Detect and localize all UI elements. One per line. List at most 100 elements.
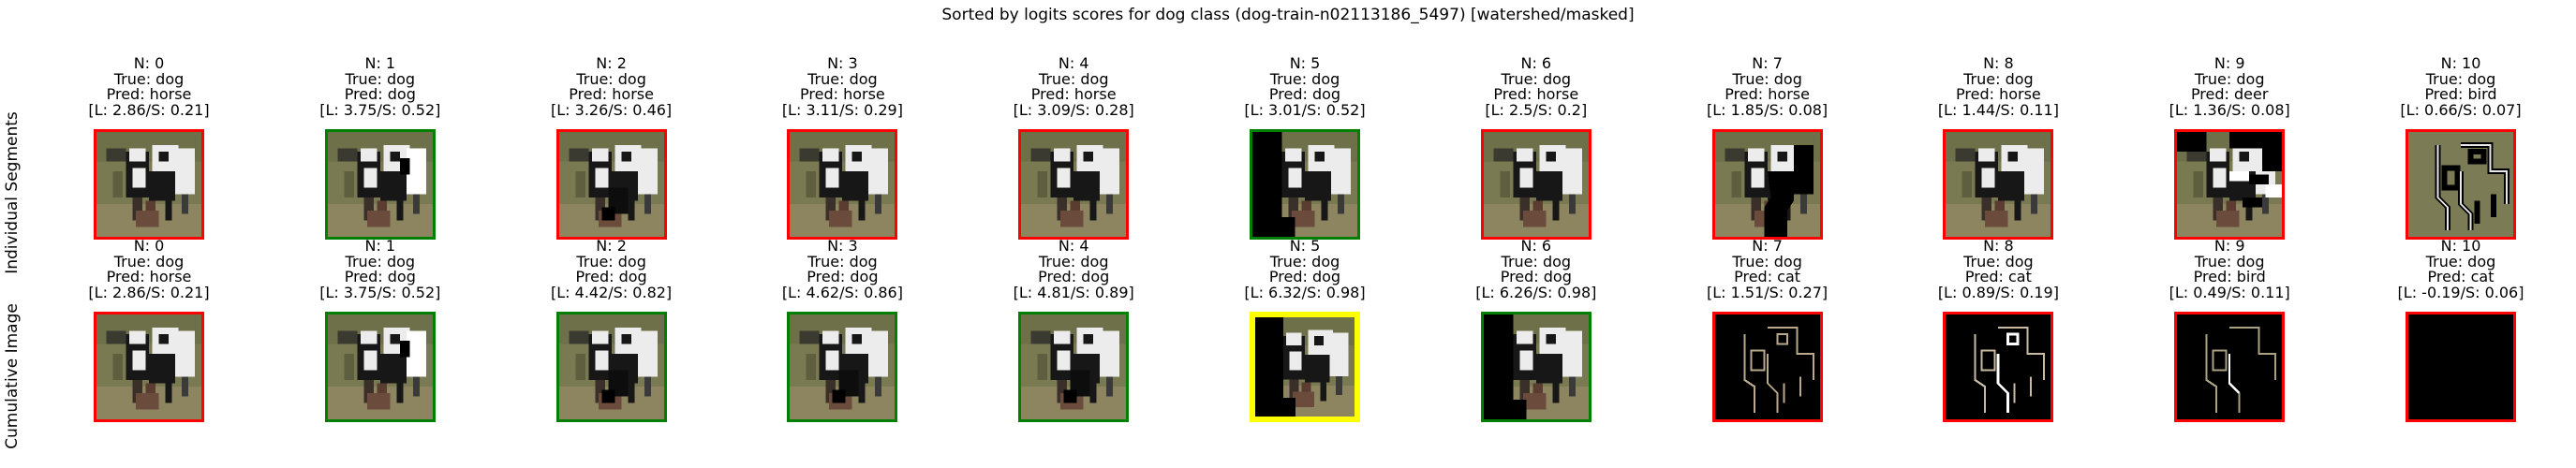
- score-label: [L: 3.01/S: 0.52]: [1244, 100, 1366, 119]
- score-label: [L: 1.51/S: 0.27]: [1707, 283, 1828, 301]
- segment-image: [790, 314, 896, 419]
- panel-cumulative-1: N: 1 True: dog Pred: dog [L: 3.75/S: 0.52]: [287, 238, 474, 435]
- panel-title: N: 7 True: dog Pred: horse [L: 1.85/S: 0.08…: [1674, 54, 1861, 118]
- score-label: [L: 3.75/S: 0.52]: [319, 283, 441, 301]
- pred-label: Pred: dog: [575, 268, 647, 285]
- index-label: N: 7: [1752, 54, 1783, 72]
- true-label: True: dog: [1269, 252, 1340, 271]
- index-label: N: 5: [1289, 237, 1321, 255]
- panel-title: N: 8 True: dog Pred: horse [L: 1.44/S: 0.11…: [1904, 55, 2092, 118]
- pred-label: Pred: horse: [1725, 85, 1810, 103]
- true-label: True: dog: [576, 252, 646, 271]
- panel-cumulative-2: N: 2 True: dog Pred: dog [L: 4.42/S: 0.82]: [518, 238, 705, 435]
- index-label: N: 7: [1752, 237, 1783, 255]
- panel-individual-7: N: 7 True: dog Pred: horse [L: 1.85/S: 0.08…: [1674, 54, 1861, 253]
- true-label: True: dog: [1038, 252, 1109, 271]
- segment-thumbnail: [1018, 312, 1130, 422]
- score-label: [L: 3.26/S: 0.46]: [551, 100, 673, 119]
- pred-label: Pred: horse: [569, 85, 654, 103]
- panel-cumulative-8: N: 8 True: dog Pred: cat [L: 0.89/S: 0.19]: [1904, 237, 2092, 435]
- pred-label: Pred: horse: [1030, 85, 1117, 103]
- segment-thumbnail: [94, 129, 204, 240]
- panel-cumulative-5: N: 5 True: dog Pred: dog [L: 6.32/S: 0.98]: [1211, 237, 1399, 435]
- segment-thumbnail: [2174, 312, 2286, 422]
- segment-thumbnail: [2406, 129, 2516, 240]
- panel-cumulative-9: N: 9 True: dog Pred: bird [L: 0.49/S: 0.11]: [2136, 238, 2323, 435]
- score-label: [L: 6.32/S: 0.98]: [1244, 283, 1366, 301]
- panel-title: N: 5 True: dog Pred: dog [L: 3.01/S: 0.52]: [1211, 55, 1399, 119]
- segment-thumbnail: [1018, 129, 1130, 240]
- segment-thumbnail: [787, 129, 898, 240]
- segment-thumbnail: [1943, 129, 2054, 240]
- segment-image: [327, 132, 433, 237]
- score-label: [L: 1.36/S: 0.08]: [2169, 100, 2290, 119]
- pred-label: Pred: dog: [1268, 268, 1341, 285]
- pred-label: Pred: cat: [1734, 268, 1801, 285]
- panel-title: N: 3 True: dog Pred: horse [L: 3.11/S: 0.29…: [748, 55, 936, 118]
- panel-individual-5: N: 5 True: dog Pred: dog [L: 3.01/S: 0.52]: [1211, 55, 1399, 253]
- true-label: True: dog: [345, 252, 416, 271]
- panel-cumulative-7: N: 7 True: dog Pred: cat [L: 1.51/S: 0.27]: [1674, 237, 1861, 435]
- true-label: True: dog: [1963, 252, 2034, 271]
- score-label: [L: -0.19/S: 0.06]: [2397, 283, 2524, 301]
- segment-image: [327, 314, 433, 419]
- segment-image: [1021, 132, 1127, 237]
- segment-image: [1946, 132, 2051, 237]
- panel-cumulative-6: N: 6 True: dog Pred: dog [L: 6.26/S: 0.98]: [1443, 238, 1630, 435]
- index-label: N: 8: [1983, 237, 2014, 255]
- score-label: [L: 2.5/S: 0.2]: [1485, 100, 1588, 119]
- score-label: [L: 6.26/S: 0.98]: [1475, 283, 1597, 301]
- pred-label: Pred: horse: [800, 85, 885, 103]
- panel-title: N: 8 True: dog Pred: cat [L: 0.89/S: 0.19]: [1904, 237, 2092, 301]
- panel-title: N: 6 True: dog Pred: horse [L: 2.5/S: 0.2]: [1443, 54, 1630, 119]
- segment-thumbnail: [1943, 312, 2054, 422]
- panel-title: N: 5 True: dog Pred: dog [L: 6.32/S: 0.98]: [1211, 237, 1399, 301]
- true-label: True: dog: [2425, 69, 2496, 88]
- score-label: [L: 4.62/S: 0.86]: [781, 283, 903, 301]
- segment-image: [1714, 314, 1820, 419]
- pred-label: Pred: dog: [807, 268, 879, 285]
- panel-cumulative-10: N: 10 True: dog Pred: cat [L: -0.19/S: 0.06…: [2367, 238, 2554, 435]
- segment-image: [2408, 132, 2513, 237]
- panel-title: N: 1 True: dog Pred: dog [L: 3.75/S: 0.52]: [287, 55, 474, 119]
- panel-title: N: 0 True: dog Pred: horse [L: 2.86/S: 0.21…: [55, 55, 243, 118]
- index-label: N: 2: [596, 54, 627, 72]
- score-label: [L: 3.09/S: 0.28]: [1013, 100, 1134, 119]
- pred-label: Pred: bird: [2193, 268, 2266, 285]
- true-label: True: dog: [1963, 69, 2034, 88]
- segment-thumbnail: [787, 312, 898, 422]
- segment-image: [790, 132, 896, 237]
- panel-title: N: 6 True: dog Pred: dog [L: 6.26/S: 0.98]: [1443, 238, 1630, 301]
- pred-label: Pred: deer: [2190, 85, 2269, 103]
- segment-thumbnail: [1711, 312, 1823, 422]
- true-label: True: dog: [1732, 252, 1802, 271]
- score-label: [L: 0.66/S: 0.07]: [2400, 100, 2522, 119]
- panel-individual-9: N: 9 True: dog Pred: deer [L: 1.36/S: 0.08]: [2136, 55, 2323, 253]
- score-label: [L: 0.89/S: 0.19]: [1937, 283, 2059, 301]
- panel-individual-8: N: 8 True: dog Pred: horse [L: 1.44/S: 0.11…: [1904, 55, 2092, 253]
- segment-thumbnail: [2406, 312, 2516, 422]
- true-label: True: dog: [2194, 252, 2265, 271]
- panel-title: N: 0 True: dog Pred: horse [L: 2.86/S: 0.21…: [55, 238, 243, 300]
- segment-thumbnail: [1480, 312, 1591, 422]
- panel-title: N: 10 True: dog Pred: bird [L: 0.66/S: 0.07…: [2367, 55, 2554, 119]
- panel-title: N: 9 True: dog Pred: bird [L: 0.49/S: 0.11]: [2136, 238, 2323, 300]
- segment-image: [1252, 132, 1357, 237]
- true-label: True: dog: [1501, 252, 1572, 271]
- pred-label: Pred: bird: [2424, 85, 2497, 103]
- true-label: True: dog: [2425, 252, 2496, 271]
- index-label: N: 6: [1520, 54, 1552, 72]
- segment-image: [558, 132, 664, 237]
- panel-individual-10: N: 10 True: dog Pred: bird [L: 0.66/S: 0.07…: [2367, 55, 2554, 253]
- panel-title: N: 3 True: dog Pred: dog [L: 4.62/S: 0.86]: [748, 238, 936, 301]
- segment-thumbnail: [324, 129, 436, 240]
- pred-label: Pred: horse: [106, 268, 192, 285]
- score-label: [L: 3.75/S: 0.52]: [319, 100, 441, 119]
- true-label: True: dog: [113, 252, 185, 271]
- pred-label: Pred: dog: [1268, 85, 1341, 103]
- panel-title: N: 7 True: dog Pred: cat [L: 1.51/S: 0.27]: [1674, 237, 1861, 301]
- panel-title: N: 9 True: dog Pred: deer [L: 1.36/S: 0.08]: [2136, 55, 2323, 119]
- segment-image: [96, 132, 201, 237]
- panel-individual-3: N: 3 True: dog Pred: horse [L: 3.11/S: 0.29…: [748, 55, 936, 253]
- panel-cumulative-3: N: 3 True: dog Pred: dog [L: 4.62/S: 0.86]: [748, 238, 936, 435]
